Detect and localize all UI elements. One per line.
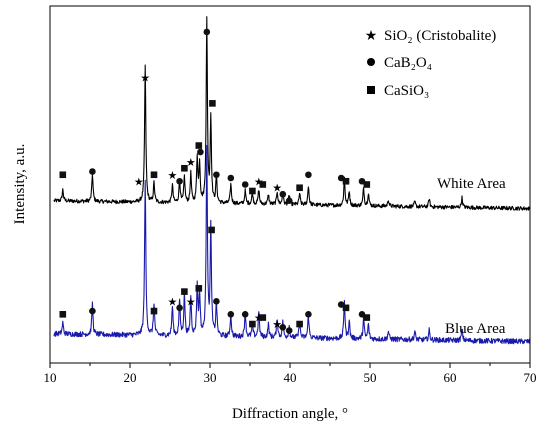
- phase-marker-square: [59, 311, 67, 318]
- x-tick-label: 10: [44, 370, 57, 385]
- legend-square-icon: [367, 86, 375, 94]
- marker-layer: ★ ★ ★ ★ ★ ★ ★ ★ ★ ★: [59, 28, 371, 334]
- series-layer: [53, 16, 531, 345]
- phase-marker-circle: [227, 311, 235, 318]
- phase-marker-square: [181, 164, 188, 172]
- phase-marker-star: ★: [272, 183, 282, 195]
- legend-label-sio2: SiO₂ (Cristobalite): [384, 28, 496, 44]
- phase-marker-square: [181, 288, 188, 295]
- legend-label-cab2o4: CaB₂O₄: [384, 55, 432, 71]
- phase-marker-square: [249, 187, 256, 195]
- legend-label-casio3: CaSiO₃: [384, 83, 429, 99]
- phase-marker-star: ★: [186, 157, 196, 169]
- phase-marker-circle: [176, 177, 183, 185]
- phase-marker-square: [259, 181, 267, 188]
- phase-marker-circle: [241, 181, 249, 188]
- series-line-blue-area: [53, 144, 531, 345]
- phase-marker-star: ★: [254, 176, 264, 188]
- legend-entry-star: ★ SiO₂ (Cristobalite): [365, 28, 497, 44]
- phase-marker-circle: [176, 304, 183, 312]
- phase-marker-circle: [89, 168, 96, 175]
- phase-marker-circle: [279, 190, 287, 198]
- phase-marker-circle: [197, 148, 204, 156]
- legend-entry-circle: CaB₂O₄: [367, 55, 432, 71]
- legend-star-icon: ★: [365, 29, 378, 44]
- phase-marker-circle: [279, 324, 287, 331]
- phase-marker-square: [150, 171, 158, 179]
- phase-marker-square: [259, 314, 267, 321]
- y-axis-label: Intensity, a.u.: [12, 144, 28, 225]
- phase-marker-square: [342, 177, 350, 185]
- phase-marker-circle: [305, 171, 312, 179]
- phase-marker-star: ★: [140, 72, 150, 84]
- phase-marker-star: ★: [167, 296, 177, 308]
- phase-marker-circle: [213, 298, 220, 305]
- phase-marker-square: [342, 304, 350, 312]
- phase-marker-circle: [213, 171, 220, 179]
- phase-marker-circle: [227, 174, 235, 182]
- x-tick-label: 70: [524, 370, 537, 385]
- x-tick-label: 50: [364, 370, 377, 385]
- phase-marker-circle: [305, 311, 312, 318]
- legend-entry-square: CaSiO₃: [367, 83, 429, 99]
- phase-marker-circle: [241, 311, 249, 318]
- phase-marker-square: [296, 184, 303, 192]
- phase-marker-square: [296, 320, 303, 328]
- phase-marker-square: [363, 181, 371, 188]
- phase-marker-circle: [203, 28, 211, 36]
- phase-marker-circle: [285, 327, 293, 334]
- series-label-white-area: White Area: [437, 176, 506, 192]
- phase-marker-star: ★: [272, 319, 282, 331]
- x-axis-label: Diffraction angle, °: [232, 406, 348, 422]
- phase-marker-square: [249, 320, 256, 328]
- phase-marker-square: [195, 285, 203, 292]
- phase-marker-star: ★: [134, 176, 144, 188]
- phase-marker-square: [195, 142, 203, 149]
- phase-marker-star: ★: [254, 313, 264, 325]
- x-tick-layer: 10 20 30 40 50 60 70: [44, 363, 537, 385]
- series-line-white-area: [53, 16, 531, 211]
- phase-marker-square: [150, 307, 158, 315]
- phase-marker-circle: [285, 197, 293, 205]
- phase-marker-star: ★: [186, 296, 196, 308]
- x-tick-label: 40: [284, 370, 297, 385]
- phase-marker-star: ★: [167, 170, 177, 182]
- x-tick-label: 60: [444, 370, 457, 385]
- phase-marker-circle: [89, 307, 96, 315]
- x-tick-label: 20: [124, 370, 137, 385]
- phase-marker-square: [363, 314, 371, 321]
- legend: ★ SiO₂ (Cristobalite) CaB₂O₄ CaSiO₃: [365, 28, 497, 99]
- phase-marker-square: [209, 100, 216, 107]
- series-label-blue-area: Blue Area: [445, 321, 506, 337]
- legend-circle-icon: [367, 58, 375, 66]
- phase-marker-square: [59, 171, 67, 179]
- phase-marker-square: [208, 226, 215, 234]
- x-tick-label: 30: [204, 370, 217, 385]
